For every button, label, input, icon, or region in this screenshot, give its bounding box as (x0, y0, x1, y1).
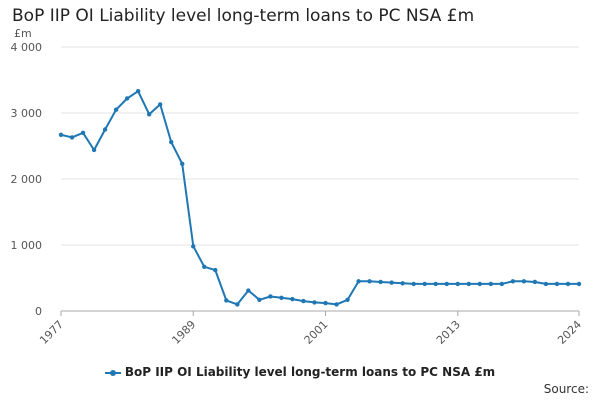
x-tick-label: 2024 (555, 318, 584, 347)
data-point[interactable] (213, 267, 218, 273)
data-point[interactable] (224, 298, 229, 303)
data-point[interactable] (91, 147, 97, 153)
data-point[interactable] (411, 281, 416, 287)
y-tick-label: 2 000 (11, 173, 43, 186)
legend-swatch (104, 369, 121, 376)
data-point[interactable] (146, 112, 152, 117)
data-point[interactable] (521, 279, 527, 284)
legend-series-label: BoP IIP OI Liability level long-term loa… (124, 365, 496, 379)
x-tick-label: 2001 (302, 318, 331, 347)
data-point[interactable] (565, 281, 571, 287)
x-tick-label: 2013 (434, 318, 463, 347)
data-point[interactable] (543, 281, 549, 287)
data-point[interactable] (499, 281, 505, 287)
data-point[interactable] (400, 281, 405, 286)
data-point[interactable] (488, 281, 494, 287)
data-point[interactable] (290, 296, 295, 302)
series-line (60, 90, 579, 306)
x-tick-label: 1977 (37, 318, 66, 347)
chart-legend[interactable]: BoP IIP OI Liability level long-term loa… (0, 365, 600, 379)
y-tick-label: 4 000 (11, 41, 43, 54)
data-point[interactable] (466, 281, 471, 287)
data-point[interactable] (312, 300, 317, 305)
y-tick-label: 3 000 (11, 107, 43, 120)
x-tick-label: 1989 (169, 318, 198, 347)
data-point[interactable] (422, 281, 427, 287)
data-point[interactable] (180, 161, 185, 167)
data-point[interactable] (202, 264, 207, 269)
data-point[interactable] (169, 139, 174, 145)
data-point[interactable] (345, 297, 350, 302)
data-point[interactable] (378, 279, 383, 285)
data-point[interactable] (323, 300, 328, 306)
data-point[interactable] (532, 279, 538, 285)
data-point[interactable] (58, 132, 64, 137)
chart-title: BoP IIP OI Liability level long-term loa… (12, 6, 475, 26)
data-point[interactable] (191, 244, 196, 249)
data-point[interactable] (510, 279, 516, 284)
y-tick-label: 0 (35, 305, 42, 318)
data-point[interactable] (69, 135, 75, 140)
data-point[interactable] (113, 107, 119, 112)
data-point[interactable] (576, 281, 582, 287)
data-point[interactable] (301, 298, 306, 304)
y-tick-label: 1 000 (11, 239, 43, 252)
data-point[interactable] (246, 288, 251, 293)
data-point[interactable] (367, 279, 372, 284)
data-point[interactable] (157, 102, 163, 107)
data-point[interactable] (80, 130, 86, 135)
data-point[interactable] (356, 279, 361, 284)
source-label: Source: (543, 382, 589, 396)
data-point[interactable] (124, 96, 130, 101)
data-point[interactable] (135, 89, 141, 94)
data-point[interactable] (477, 281, 483, 287)
y-axis-unit-label: £m (14, 27, 32, 40)
data-point[interactable] (389, 280, 394, 285)
data-point[interactable] (235, 302, 240, 307)
data-point[interactable] (444, 281, 449, 287)
data-point[interactable] (279, 295, 284, 300)
data-point[interactable] (455, 281, 460, 287)
data-point[interactable] (102, 127, 108, 132)
data-point[interactable] (334, 302, 339, 307)
data-point[interactable] (268, 294, 273, 299)
data-point[interactable] (554, 281, 560, 287)
data-point[interactable] (257, 297, 262, 302)
data-point[interactable] (433, 281, 438, 287)
